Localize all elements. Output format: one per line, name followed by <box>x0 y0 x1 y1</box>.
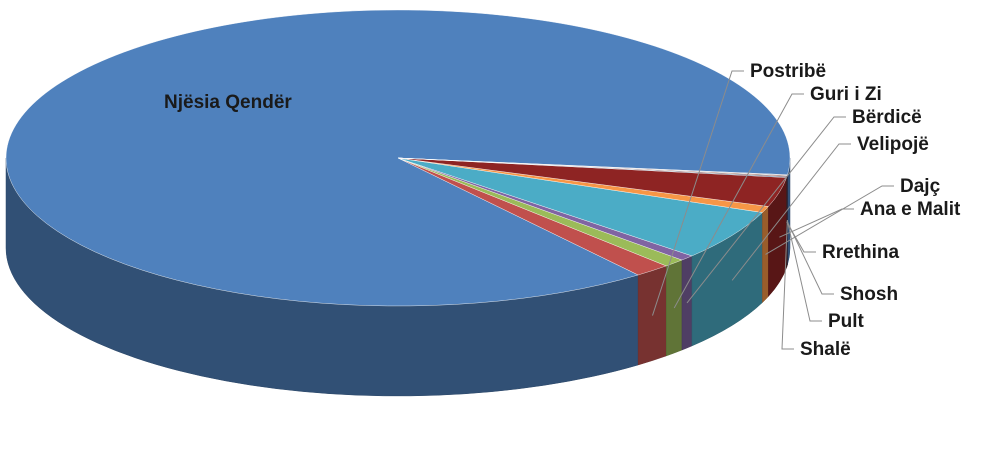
slice-10 <box>397 157 788 176</box>
pie-side-layer <box>5 157 791 397</box>
slice-label-6: Ana e Malit <box>860 199 961 220</box>
label-leader-lines <box>652 70 894 350</box>
leader-line-2 <box>673 93 804 309</box>
pie-top-layer <box>5 9 791 307</box>
slice-label-1: Postribë <box>750 61 826 82</box>
leader-line-6 <box>779 208 854 238</box>
slice-side-5 <box>762 205 769 304</box>
slice-side-3 <box>681 255 693 351</box>
leader-line-3 <box>686 116 846 304</box>
slice-label-5: Dajç <box>900 176 941 197</box>
slice-label-8: Shosh <box>840 284 898 305</box>
leader-line-9 <box>786 220 822 322</box>
leader-line-4 <box>731 143 851 281</box>
slice-label-4: Velipojë <box>857 134 929 155</box>
slice-4 <box>397 157 763 257</box>
slice-label-10: Shalë <box>800 339 851 360</box>
leader-line-8 <box>786 220 834 295</box>
slice-label-9: Pult <box>828 311 865 332</box>
leader-line-5 <box>765 185 894 255</box>
slice-label-7: Rrethina <box>822 242 900 263</box>
slice-label-0: Njësia Qendër <box>164 92 292 113</box>
leader-line-1 <box>652 70 744 316</box>
leader-line-10 <box>781 219 794 350</box>
slice-label-2: Guri i Zi <box>810 84 882 105</box>
slice-side-2 <box>665 259 683 357</box>
slice-label-3: Bërdicë <box>852 107 922 128</box>
slice-labels: Njësia Qendër Postribë Guri i Zi Bërdicë… <box>164 61 961 360</box>
